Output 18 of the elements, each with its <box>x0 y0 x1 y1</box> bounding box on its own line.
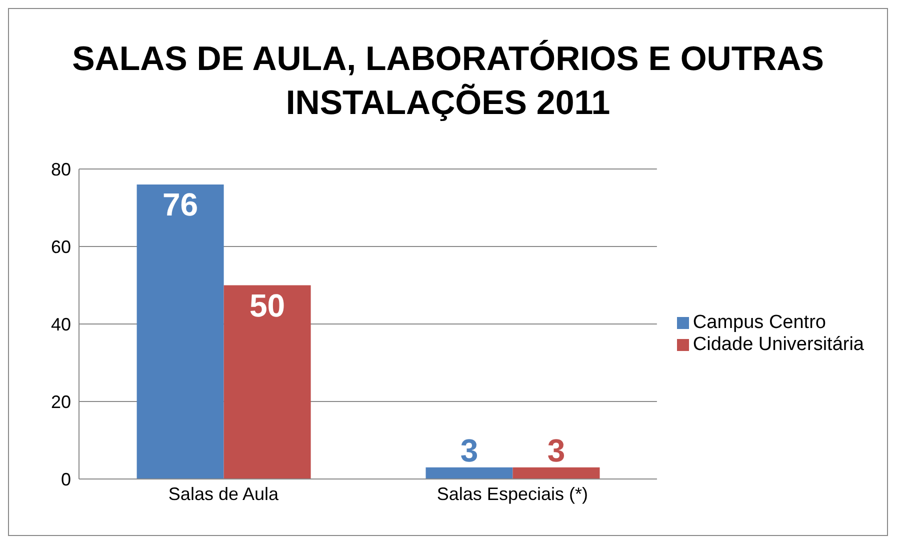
y-tick-label: 40 <box>50 314 71 334</box>
legend-label: Campus Centro <box>692 312 826 333</box>
data-label: 3 <box>547 432 566 468</box>
y-tick-label: 20 <box>50 392 71 412</box>
y-tick-label: 60 <box>50 236 71 257</box>
bar <box>224 285 311 479</box>
bar <box>426 467 513 479</box>
legend-label: Cidade Universitária <box>692 334 864 355</box>
data-label: 50 <box>249 287 286 324</box>
x-tick-label: Salas Especiais (*) <box>436 484 588 504</box>
bar <box>512 467 600 479</box>
x-tick-label: Salas de Aula <box>168 484 280 504</box>
y-tick-label: 0 <box>60 469 71 490</box>
bar <box>136 184 224 479</box>
data-label: 3 <box>460 432 478 468</box>
data-label: 76 <box>162 186 198 223</box>
y-tick-label: 80 <box>50 159 71 180</box>
chart-title: SALAS DE AULA, LABORATÓRIOS E OUTRAS INSTALAÇÕES 2011 <box>71 38 825 124</box>
